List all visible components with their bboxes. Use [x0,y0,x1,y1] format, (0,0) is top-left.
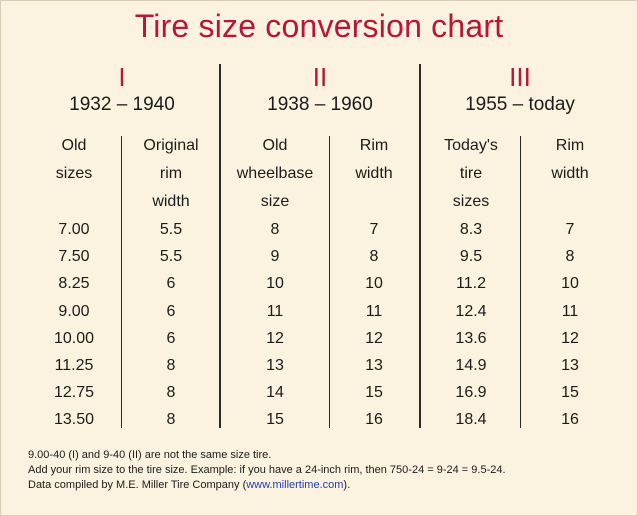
era-2-years: 1938 – 1960 [267,94,373,115]
table-cell: 6 [166,302,176,320]
column-header-line: sizes [55,165,93,182]
table-cell: 7.50 [58,248,90,266]
table-cell: 8.25 [58,275,90,293]
table-cell: 16 [561,411,579,429]
table-cell: 13.50 [53,411,95,429]
table-cell: 7.00 [58,221,90,238]
column-header-line: wheelbase [236,165,314,182]
table-cell: 10 [561,275,579,293]
column-header-line: tire [459,165,483,182]
table-cell: 15 [266,411,284,429]
column-divider [520,136,521,428]
table-cell: 9.5 [459,248,483,266]
table-cell: 16 [365,411,383,429]
column-divider [329,136,330,428]
table-cell: 12 [365,329,383,347]
column-header: Rim width [332,132,416,216]
table-cell: 14.9 [455,356,487,374]
table-cell: 11 [266,302,284,320]
era-3-numeral: III [509,62,531,92]
table-cell: 9.00 [58,302,90,320]
table-cell: 5.5 [159,221,183,238]
column-header-line: Today's [444,137,498,154]
column-header: Old wheelbase size [224,132,326,216]
column-header: Today's tire sizes [424,132,518,216]
table-cell: 11.2 [456,275,486,293]
footnote-text: Data compiled by M.E. Miller Tire Compan… [28,479,247,491]
table-cell: 18.4 [455,411,487,429]
table-cell: 6 [166,275,176,293]
table-cell: 13.6 [455,329,487,347]
table-cell: 16.9 [455,384,487,402]
column-header-line: Rim [359,137,389,154]
column-header-line: width [551,165,589,182]
table-cell: 15 [365,384,383,402]
table-cell: 8 [270,221,280,238]
table-cell: 12 [561,329,579,347]
table-cell: 12.75 [53,384,95,402]
column-header-line: Rim [555,137,585,154]
table-cell: 11.25 [54,356,94,374]
column-rim-width-iii: Rim width 7 8 10 11 12 13 15 16 [523,132,617,434]
table-cell: 6 [166,329,176,347]
era-1-years: 1932 – 1940 [69,94,175,115]
column-divider [121,136,122,428]
footnote-line: 9.00-40 (I) and 9-40 (II) are not the sa… [28,449,272,461]
table-cell: 12 [266,329,284,347]
table-cell: 13 [365,356,383,374]
column-header-line: width [355,165,393,182]
column-header: Original rim width [125,132,217,216]
era-3-years: 1955 – today [465,94,575,115]
column-header-line: size [260,193,290,210]
table-cell: 11 [365,302,383,320]
column-todays-tire-sizes: Today's tire sizes 8.3 9.5 11.2 12.4 13.6 14.9 16… [424,132,518,434]
table-cell: 8 [166,384,176,402]
chart-title: Tire size conversion chart [134,8,504,44]
column-header: Old sizes [32,132,116,216]
table-cell: 7 [369,221,379,238]
column-header-line: Old [61,137,87,154]
table-cell: 7 [565,221,575,238]
table-cell: 11 [561,302,579,320]
table-cell: 8 [565,248,575,266]
table-cell: 8.3 [459,221,483,238]
era-divider [219,64,221,428]
footnotes: 9.00-40 (I) and 9-40 (II) are not the sa… [28,448,628,493]
column-header-line: Original [143,137,199,154]
era-2-numeral: II [312,62,328,92]
table-cell: 10.00 [53,329,95,347]
table-cell: 8 [369,248,379,266]
column-original-rim-width: Original rim width 5.5 5.5 6 6 6 8 8 8 [125,132,217,434]
table-cell: 10 [365,275,383,293]
table-cell: 8 [166,411,176,429]
table-cell: 15 [561,384,579,402]
table-cell: 10 [266,275,284,293]
column-old-sizes: Old sizes 7.00 7.50 8.25 9.00 10.00 11.25 12.75 1… [32,132,116,434]
era-divider [419,64,421,428]
column-header-line: sizes [452,193,490,210]
website-link[interactable]: www.millertime.com [246,479,344,491]
table-cell: 5.5 [159,248,183,266]
table-cell: 8 [166,356,176,374]
table-cell: 13 [561,356,579,374]
footnote-line: Add your rim size to the tire size. Exam… [28,464,506,476]
footnote-line: Data compiled by M.E. Miller Tire Compan… [28,478,628,493]
table-cell: 14 [266,384,284,402]
table-cell: 13 [266,356,284,374]
footnote-text: ). [343,479,351,491]
column-rim-width-ii: Rim width 7 8 10 11 12 13 15 16 [332,132,416,434]
era-1-numeral: I [118,62,126,92]
table-cell: 12.4 [455,302,487,320]
table-cell: 9 [270,248,280,266]
column-header: Rim width [523,132,617,216]
column-header-line: Old [262,137,288,154]
column-old-wheelbase-size: Old wheelbase size 8 9 10 11 12 13 14 15 [224,132,326,434]
column-header-line: rim [159,165,183,182]
column-header-line: width [152,193,190,210]
